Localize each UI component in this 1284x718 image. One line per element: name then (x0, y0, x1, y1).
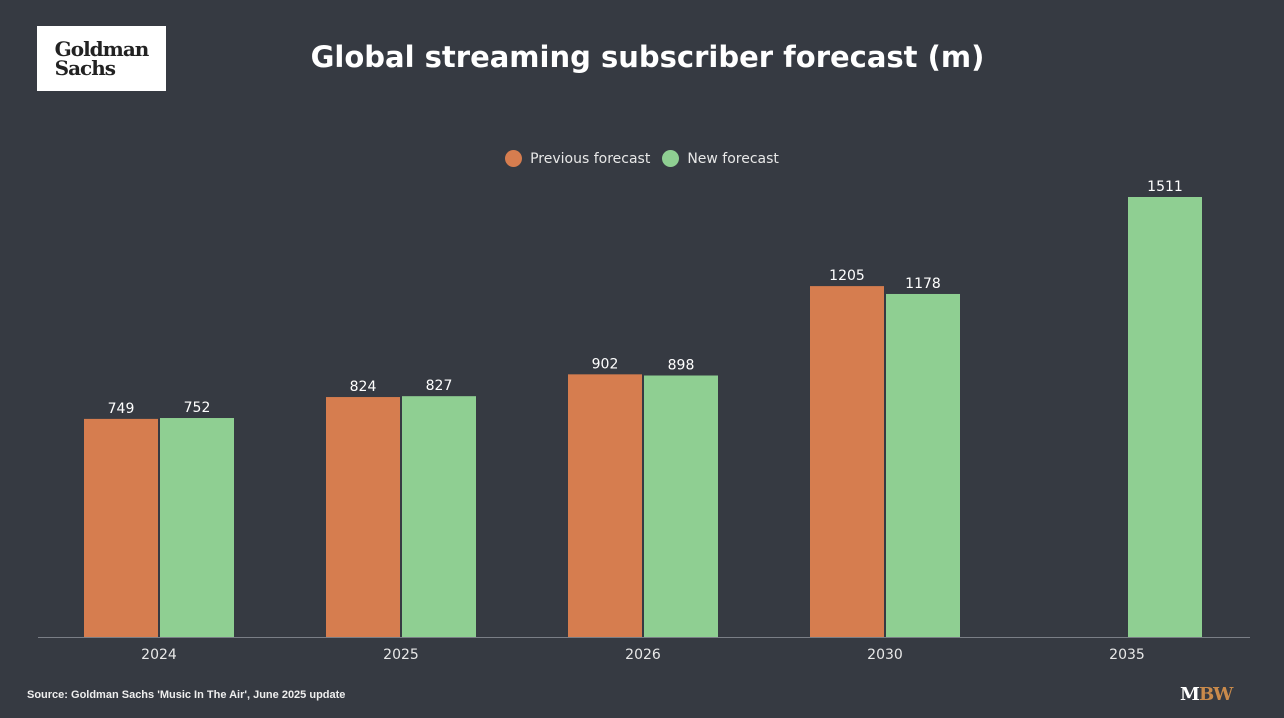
data-label-previous-2025: 824 (350, 379, 377, 395)
bar-new-2035 (1128, 197, 1202, 637)
x-tick-label-2035: 2035 (1109, 647, 1145, 663)
bar-new-2026 (644, 375, 718, 637)
legend-item-previous: Previous forecast (505, 150, 650, 167)
data-label-previous-2026: 902 (592, 356, 619, 372)
legend-item-new: New forecast (662, 150, 779, 167)
x-tick-label-2026: 2026 (625, 647, 661, 663)
legend-label-new: New forecast (687, 150, 779, 167)
x-tick-label-2024: 2024 (141, 647, 177, 663)
legend-swatch-previous (505, 150, 523, 167)
x-tick-label-2025: 2025 (383, 647, 419, 663)
bar-previous-2024 (84, 418, 158, 637)
bar-previous-2030 (810, 286, 884, 637)
data-label-new-2035: 1511 (1147, 179, 1183, 195)
logo-line-1: Goldman (54, 36, 150, 61)
logo-line-2: Sachs (54, 55, 116, 80)
legend: Previous forecast New forecast (0, 150, 1284, 167)
data-label-previous-2024: 749 (108, 401, 135, 417)
chart-title: Global streaming subscriber forecast (m) (310, 40, 985, 74)
x-tick-label-2030: 2030 (867, 647, 903, 663)
data-label-new-2025: 827 (426, 378, 453, 394)
bar-new-2024 (160, 418, 234, 637)
bar-new-2030 (886, 293, 960, 637)
legend-label-previous: Previous forecast (530, 150, 651, 167)
source-note: Source: Goldman Sachs 'Music In The Air'… (27, 689, 346, 701)
legend-swatch-new (662, 150, 680, 167)
bar-previous-2026 (568, 374, 642, 637)
goldman-sachs-logo: Goldman Sachs (37, 26, 166, 91)
data-label-new-2026: 898 (668, 358, 695, 374)
bar-previous-2025 (326, 397, 400, 637)
bar-new-2025 (402, 396, 476, 637)
mbw-logo: MBW (1180, 684, 1233, 705)
data-label-new-2024: 752 (184, 400, 211, 416)
data-label-new-2030: 1178 (905, 276, 941, 292)
data-label-previous-2030: 1205 (829, 268, 865, 284)
